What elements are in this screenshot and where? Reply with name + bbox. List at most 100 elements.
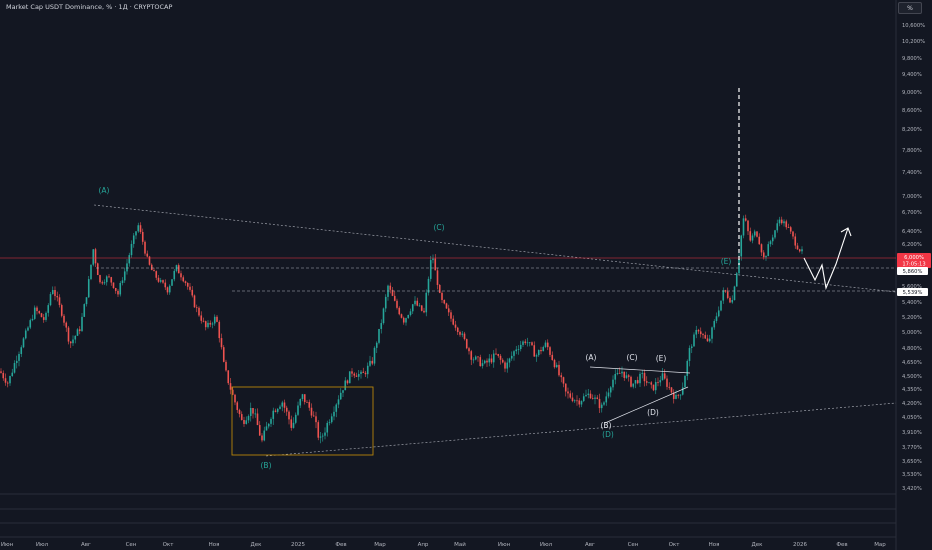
candle-body	[148, 256, 151, 265]
price-tick-label: 6,200%	[902, 242, 922, 248]
candle-body	[495, 353, 497, 355]
projection-arrow-head	[840, 227, 852, 237]
minor-triangle-lower	[604, 386, 689, 424]
candle-body	[238, 409, 241, 415]
candle-body	[492, 353, 495, 363]
candle-body	[542, 346, 545, 352]
level-price-badge	[897, 288, 928, 296]
candle-body	[735, 273, 738, 287]
candle-body	[762, 252, 765, 258]
price-tick-label: 8,600%	[902, 108, 922, 114]
candle-body	[688, 348, 691, 361]
candle-body	[533, 345, 536, 357]
drawings-layer	[0, 88, 897, 457]
candle-body	[243, 420, 245, 424]
candle-body	[650, 382, 653, 385]
candle-body	[414, 300, 416, 305]
candle-body	[2, 372, 5, 379]
price-scale[interactable]: 10,600% 10,200% 9,800% 9,400% 9,000% 8,600% 8,…	[897, 23, 931, 492]
candle-body	[312, 415, 315, 417]
candle-body	[288, 411, 290, 420]
candle-body	[522, 341, 524, 345]
candle-body	[227, 370, 230, 384]
price-tick-label: 5,400%	[902, 300, 922, 306]
time-scale[interactable]: Июн Июл Авг Сен Окт Ноя Дек 2025 Фев Мар Апр Май Июн…	[1, 541, 886, 548]
time-tick-label: 2025	[291, 542, 305, 548]
candle-body	[560, 375, 563, 378]
major-wave-label: (E)	[721, 257, 732, 266]
candle-body	[706, 338, 709, 342]
candle-body	[416, 300, 419, 306]
candle-body	[173, 270, 176, 280]
candle-body	[634, 380, 637, 384]
candle-body	[146, 253, 149, 257]
candle-body	[544, 342, 547, 347]
candle-body	[119, 282, 122, 295]
price-tick-label: 8,200%	[902, 127, 922, 133]
candle-body	[236, 402, 239, 410]
candle-body	[652, 384, 655, 391]
time-tick-label: Июн	[498, 542, 511, 548]
candle-body	[477, 356, 479, 358]
candle-body	[571, 397, 574, 402]
candle-body	[198, 307, 200, 316]
major-wave-label: (B)	[261, 461, 272, 470]
candle-body	[423, 310, 425, 313]
time-tick-label: Дек	[250, 542, 262, 548]
candle-body	[303, 394, 306, 402]
candle-body	[292, 422, 295, 428]
candle-body	[558, 364, 560, 376]
candle-body	[659, 380, 662, 383]
candle-body	[90, 264, 92, 280]
candle-body	[267, 423, 270, 427]
candle-body	[661, 373, 664, 381]
candle-body	[742, 218, 745, 236]
candle-body	[517, 349, 520, 350]
candle-body	[686, 360, 689, 376]
candle-body	[562, 377, 565, 384]
candle-body	[526, 342, 529, 344]
minor-wave-label: (E)	[656, 354, 667, 363]
candle-body	[69, 341, 72, 344]
candle-body	[360, 371, 362, 374]
candle-body	[126, 263, 128, 272]
candle-body	[603, 402, 605, 405]
candle-body	[486, 360, 488, 363]
candle-body	[679, 394, 682, 396]
time-tick-label: 2026	[793, 542, 807, 548]
time-tick-label: Дек	[751, 542, 763, 548]
candle-body	[744, 218, 747, 221]
price-tick-label: 3,530%	[902, 472, 922, 478]
candle-body	[697, 329, 700, 332]
percent-scale-button[interactable]: %	[898, 2, 922, 14]
candle-body	[636, 380, 639, 384]
candle-body	[450, 312, 452, 319]
candle-body	[432, 258, 434, 261]
candle-body	[751, 235, 754, 241]
candle-body	[247, 416, 250, 421]
minor-triangle-upper	[589, 366, 691, 374]
candle-body	[616, 372, 619, 374]
minor-wave-label: (B)	[601, 421, 612, 430]
candle-body	[144, 241, 146, 254]
candle-body	[195, 307, 198, 309]
candle-body	[218, 321, 221, 339]
candle-body	[220, 338, 223, 348]
candle-body	[60, 305, 63, 316]
candle-body	[112, 282, 115, 289]
candle-body	[166, 287, 169, 293]
time-tick-label: Окт	[163, 542, 175, 548]
candle-body	[110, 277, 113, 283]
candle-body	[607, 392, 610, 397]
candle-body	[569, 393, 572, 398]
candle-body	[783, 221, 785, 224]
candle-body	[405, 318, 407, 323]
candle-body	[726, 291, 729, 298]
candle-body	[591, 398, 594, 400]
candle-body	[472, 359, 475, 361]
candle-body	[456, 327, 459, 332]
candle-body	[609, 387, 612, 393]
candle-body	[702, 334, 704, 336]
